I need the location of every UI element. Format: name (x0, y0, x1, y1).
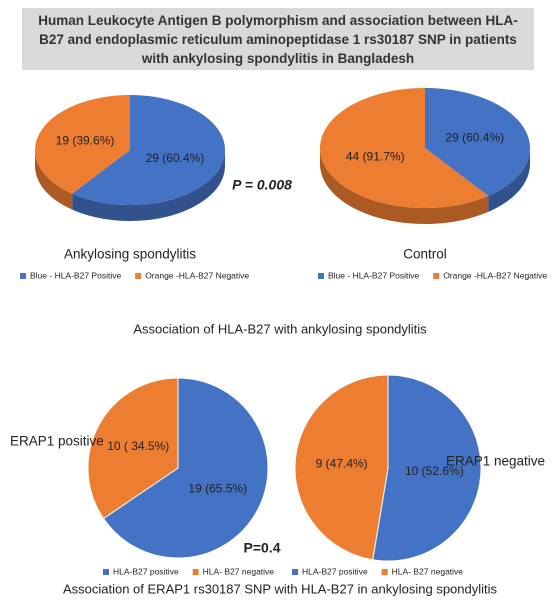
pie-slice (102, 377, 269, 559)
caption: Association of ERAP1 rs30187 SNP with HL… (63, 581, 498, 596)
slice-side (35, 150, 73, 210)
data-label: 10 ( 34.5%) (107, 439, 169, 453)
slice-side (319, 148, 489, 225)
caption: Association of HLA-B27 with ankylosing s… (133, 321, 427, 336)
legend-swatch (318, 273, 324, 279)
legend-label: HLA- B27 negative (203, 566, 275, 576)
legend-swatch (192, 569, 199, 575)
pie-slice (320, 88, 489, 208)
pie-slice (372, 374, 482, 562)
data-label: 19 (65.5%) (188, 481, 247, 495)
data-label: 9 (47.4%) (316, 456, 368, 470)
pie-slice (294, 374, 389, 561)
chart-title: ERAP1 negative (446, 454, 545, 469)
legend-label: Orange -HLA-B27 Negative (443, 270, 547, 280)
data-label: 29 (60.4%) (146, 151, 205, 165)
p-value: P=0.4 (244, 540, 281, 556)
figure-title: Human Leukocyte Antigen B polymorphism a… (22, 8, 534, 70)
legend-swatch (433, 273, 440, 279)
p-value: P = 0.008 (232, 177, 292, 193)
legend-label: HLA-B27 positive (113, 566, 179, 576)
data-label: 10 (52.6%) (405, 464, 464, 478)
data-label: 44 (91.7%) (346, 150, 405, 164)
legend-label: Orange -HLA-B27 Negative (145, 270, 249, 280)
pie-slice (87, 377, 179, 520)
data-label: 29 (60.4%) (445, 131, 504, 145)
data-label: 19 (39.6%) (56, 133, 115, 147)
legend-label: HLA- B27 negative (392, 566, 464, 576)
legend-label: Blue - HLA-B27 Positive (30, 270, 121, 280)
slice-side (488, 148, 531, 212)
pie-slice (425, 88, 531, 196)
legend-swatch (103, 569, 109, 575)
slice-side (72, 150, 225, 221)
chart-title: Control (403, 247, 447, 262)
legend-label: HLA-B27 positive (302, 566, 368, 576)
pie-slice (72, 95, 226, 205)
chart-title: ERAP1 positive (10, 434, 104, 449)
chart-title: Ankylosing spondylitis (64, 247, 196, 262)
legend-swatch (135, 273, 142, 279)
legend-swatch (20, 273, 26, 279)
pie-slice (35, 95, 130, 194)
legend-swatch (292, 569, 298, 575)
legend-swatch (381, 569, 388, 575)
legend-label: Blue - HLA-B27 Positive (328, 270, 419, 280)
